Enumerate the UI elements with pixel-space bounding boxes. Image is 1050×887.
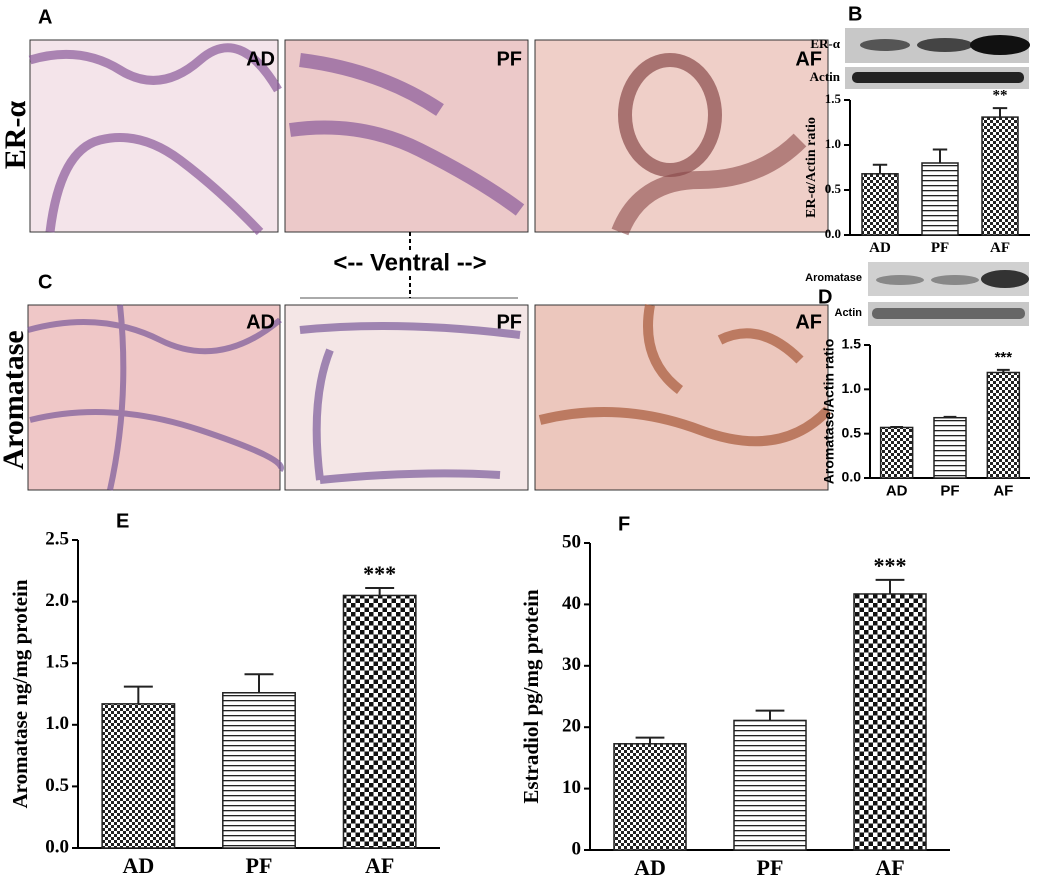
bar [733, 719, 807, 851]
western-blots [845, 28, 1030, 326]
bar [879, 426, 914, 479]
blot-label: Aromatase [805, 272, 862, 284]
y-tick-label: 1.5 [842, 336, 862, 352]
panel-label: D [818, 286, 832, 308]
image-label: AF [795, 48, 822, 70]
y-tick-label: 40 [562, 593, 581, 614]
y-tick-label: 30 [562, 654, 581, 675]
ventral-label: <-- Ventral --> [333, 249, 486, 276]
y-tick-label: 1.0 [45, 713, 69, 734]
x-tick-label: AD [634, 855, 666, 880]
y-axis-label: ER-α/Actin ratio [804, 117, 819, 218]
y-tick-label: 0.5 [842, 424, 862, 440]
error-bar [943, 415, 957, 418]
bar [981, 116, 1019, 236]
significance-label: *** [874, 553, 907, 578]
x-tick-label: AF [993, 482, 1013, 499]
panel-label: C [38, 271, 52, 293]
x-tick-label: AD [869, 240, 891, 256]
x-tick-label: PF [757, 855, 784, 880]
error-bar [365, 587, 395, 596]
x-tick-label: AD [122, 853, 154, 878]
bar [222, 692, 296, 849]
x-tick-label: PF [246, 853, 273, 878]
x-tick-label: AF [990, 240, 1010, 256]
blot-label: ER-α [810, 36, 840, 51]
blot-label: Actin [810, 69, 841, 84]
y-tick-label: 20 [562, 716, 581, 737]
y-axis-label: Aromatase/Actin ratio [821, 339, 837, 484]
y-tick-label: 2.0 [45, 590, 69, 611]
panel-label: F [618, 513, 630, 535]
error-bar [635, 736, 665, 744]
error-bar [932, 148, 948, 163]
y-tick-label: 0.0 [842, 469, 862, 485]
y-axis-label: Aromatase ng/mg protein [8, 579, 32, 808]
y-tick-label: 1.0 [842, 380, 862, 396]
y-tick-label: 1.5 [825, 91, 842, 106]
error-bar [875, 578, 905, 594]
y-tick-label: 1.5 [45, 652, 69, 673]
error-bar [996, 368, 1010, 373]
image-label: AF [795, 311, 822, 333]
y-tick-label: 0.0 [45, 836, 69, 857]
y-tick-label: 0.5 [825, 181, 842, 196]
panel-label: A [38, 6, 52, 28]
error-bar [244, 673, 274, 693]
blot-label: Actin [835, 307, 863, 319]
x-tick-label: PF [931, 240, 949, 256]
bar [613, 743, 687, 851]
x-tick-label: AF [875, 855, 904, 880]
significance-label: *** [995, 349, 1013, 366]
y-tick-label: 0 [572, 838, 582, 859]
panel-label: E [116, 510, 129, 532]
bar [861, 173, 899, 236]
bar [101, 703, 176, 849]
row-label: Aromatase [0, 330, 30, 469]
bar [921, 162, 959, 236]
image-label: PF [496, 311, 522, 333]
y-tick-label: 50 [562, 531, 581, 552]
image-label: PF [496, 48, 522, 70]
x-tick-label: AF [365, 853, 394, 878]
y-tick-label: 1.0 [825, 136, 841, 151]
error-bar [123, 685, 153, 704]
error-bar [755, 709, 785, 721]
row-label: ER-α [0, 101, 32, 170]
bar [933, 416, 967, 479]
bar [986, 371, 1021, 479]
error-bar [872, 163, 888, 174]
bar [342, 594, 417, 849]
panel-label: B [848, 3, 862, 25]
y-tick-label: 0.0 [825, 226, 841, 241]
histology-images [27, 39, 832, 491]
x-tick-label: AD [886, 482, 908, 499]
y-tick-label: 2.5 [45, 528, 69, 549]
y-tick-label: 10 [562, 777, 581, 798]
y-axis-label: Estradiol pg/mg protein [519, 589, 543, 804]
bar [853, 593, 927, 851]
error-bar [992, 107, 1008, 118]
x-tick-label: PF [940, 482, 959, 499]
image-label: AD [246, 311, 275, 333]
significance-label: *** [363, 561, 396, 586]
significance-label: ** [993, 88, 1008, 104]
y-tick-label: 0.5 [45, 775, 69, 796]
image-label: AD [246, 48, 275, 70]
